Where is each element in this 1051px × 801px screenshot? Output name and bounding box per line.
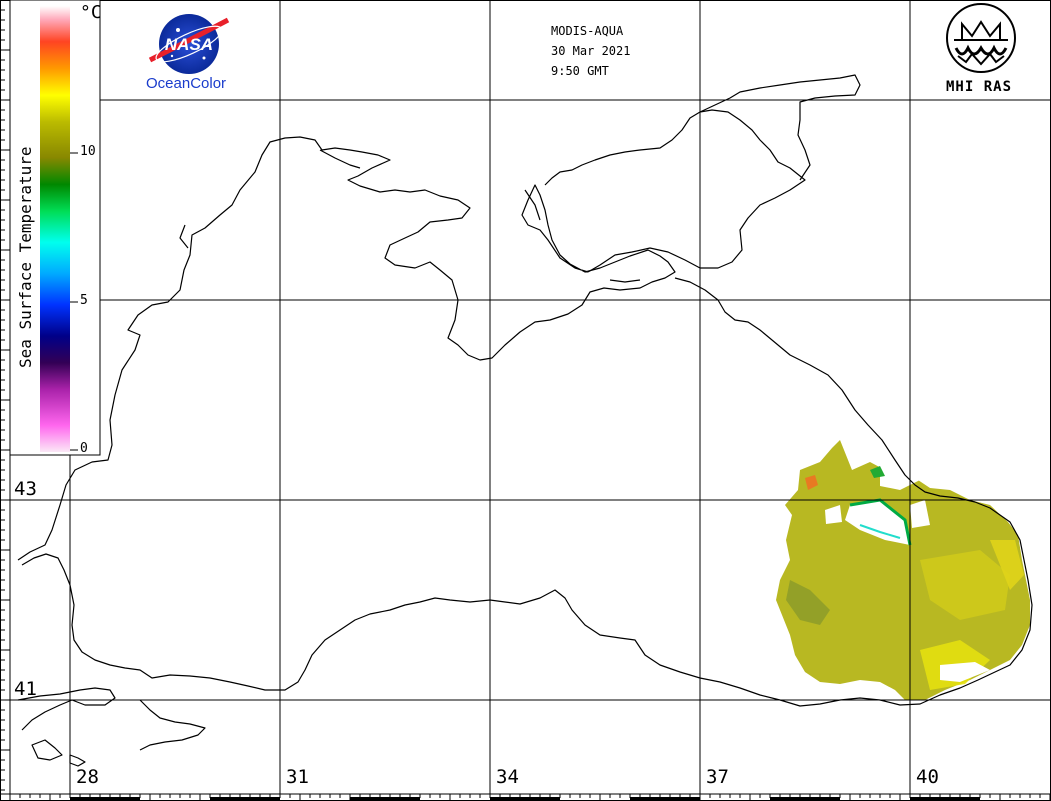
nasa-wordmark: NASA <box>165 35 213 54</box>
latitude-label-41: 41 <box>14 678 37 700</box>
longitude-label-34: 34 <box>496 766 519 788</box>
colorbar-tick-10: 10 <box>80 144 96 159</box>
longitude-label-31: 31 <box>286 766 309 788</box>
colorbar <box>9 0 101 456</box>
header-time: 9:50 GMT <box>551 64 609 78</box>
colorbar-title: Sea Surface Temperature <box>16 146 35 368</box>
colorbar-tick-5: 5 <box>80 293 88 308</box>
mhi-ras-label: MHI RAS <box>946 79 1013 95</box>
sst-data-patch <box>776 440 1030 700</box>
mhi-ras-logo-icon <box>946 3 1016 73</box>
header-sensor: MODIS-AQUA <box>551 24 624 38</box>
colorbar-unit: °C <box>80 2 102 23</box>
longitude-label-40: 40 <box>916 766 939 788</box>
colorbar-gradient <box>40 6 70 452</box>
latitude-label-43: 43 <box>14 478 37 500</box>
graticule <box>10 0 1051 794</box>
coastline <box>17 74 1033 767</box>
header-date: 30 Mar 2021 <box>551 44 631 58</box>
colorbar-tick-0: 0 <box>80 441 88 456</box>
longitude-label-37: 37 <box>706 766 729 788</box>
oceancolor-label: OceanColor <box>146 75 227 92</box>
longitude-label-28: 28 <box>76 766 99 788</box>
nasa-logo-icon: NASA <box>148 14 230 74</box>
